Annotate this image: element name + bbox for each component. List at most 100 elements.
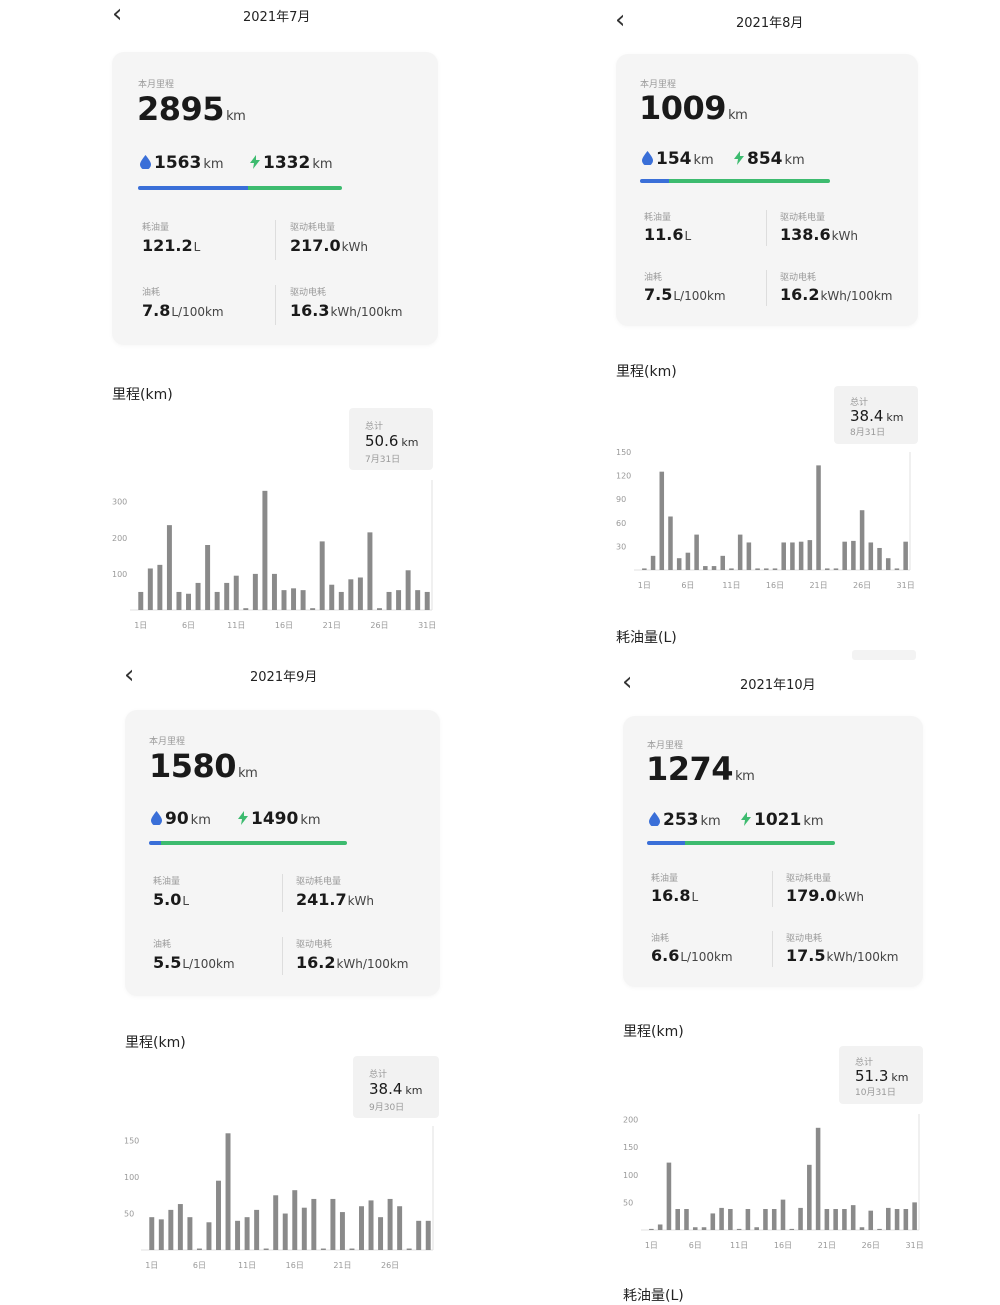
daily-mileage-bar [694,534,699,570]
electric-share-bar [668,179,830,183]
metric-divider [282,874,283,912]
total-value: 1580 [149,747,237,785]
water-drop-icon [151,811,162,825]
y-tick-label: 120 [616,472,631,481]
x-tick-label: 31日 [906,1241,924,1250]
daily-mileage-bar [719,1207,724,1230]
daily-mileage-bar [745,1209,751,1230]
y-tick-label: 60 [616,519,626,528]
back-chevron-icon[interactable]: ‹ [124,660,135,690]
electric-used: 241.7kWh [296,890,374,909]
lightning-bolt-icon [741,812,751,826]
monthly-mileage-total: 1009 km [639,89,748,127]
mileage-bar-chart[interactable]: 30 60 90 120 150 1日 6日 11日 16日 21日 26日 31日 [500,0,1000,652]
daily-mileage-bar [790,542,795,570]
electric-used-value: 179.0 [786,886,837,905]
daily-mileage-bar [657,1224,663,1230]
daily-mileage-bar [252,573,258,610]
daily-mileage-bar [262,490,268,610]
daily-mileage-bar [271,573,277,610]
daily-mileage-bar [168,1209,174,1250]
x-tick-label: 11日 [722,581,740,590]
daily-mileage-bar [187,1217,193,1250]
fuel-rate: 5.5L/100km [153,953,235,972]
fuel-mileage-unit: km [693,153,714,168]
daily-mileage-bar [349,1248,355,1250]
daily-mileage-bar [685,552,691,570]
daily-mileage-bar [206,1222,212,1250]
fuel-rate-label: 油耗 [644,273,663,283]
daily-mileage-bar [675,1209,680,1230]
total-value: 1009 [639,89,727,127]
electric-mileage: 854 km [734,149,805,169]
tooltip-date: 8月31日 [850,428,886,438]
x-tick-label: 16日 [286,1261,304,1270]
fuel-mileage-value: 1563 [154,153,202,173]
mileage-chart-title: 里程(km) [112,387,173,403]
daily-mileage-bar [859,510,865,570]
daily-mileage-bar [416,1220,422,1250]
tooltip-value: 38.4 km [369,1080,423,1098]
daily-mileage-bar [877,1228,882,1230]
x-tick-label: 31日 [418,621,436,630]
fuel-rate-unit: L/100km [171,305,224,319]
electric-used-unit: kWh [837,890,865,904]
daily-mileage-bar [659,471,665,570]
electric-rate-label: 驱动电耗 [780,273,817,283]
metric-divider [772,931,773,967]
tooltip-label: 总计 [850,398,869,408]
x-tick-label: 6日 [182,621,195,630]
daily-mileage-bar [205,545,211,610]
tooltip-value-unit: km [405,1084,423,1097]
tooltip-label: 总计 [855,1058,874,1068]
back-chevron-icon[interactable]: ‹ [112,0,123,29]
daily-mileage-bar [711,566,717,570]
tooltip-value-unit: km [891,1071,909,1084]
electric-rate-value: 16.3 [290,301,330,320]
daily-mileage-bar [824,568,830,570]
fuel-used-label: 耗油量 [153,877,181,887]
lightning-bolt-icon [238,811,248,825]
back-chevron-icon[interactable]: ‹ [615,5,626,35]
total-value: 2895 [137,90,225,128]
back-chevron-icon[interactable]: ‹ [622,667,633,697]
fuel-rate-unit: L/100km [182,957,235,971]
tooltip-value-unit: km [886,411,904,424]
electric-used: 217.0kWh [290,236,368,255]
electric-used-label: 驱动耗电量 [290,223,336,233]
fuel-used-unit: L [182,894,190,908]
electric-share-bar [684,841,835,845]
daily-mileage-bar [177,1204,183,1250]
daily-mileage-bar [764,568,769,570]
fuel-mileage-value: 90 [165,809,189,829]
y-tick-label: 200 [112,534,127,543]
electric-mileage: 1490 km [238,809,321,829]
daily-mileage-bar [676,558,682,570]
chart-tooltip: 总计 51.3 km 10月31日 [839,1046,923,1104]
fuel-rate: 7.8L/100km [142,301,224,320]
daily-mileage-bar [330,1198,336,1250]
mileage-bar-chart[interactable]: 50 100 150 200 1日 6日 11日 16日 21日 26日 31日 [500,652,1000,1304]
mileage-bar-chart[interactable]: 50 100 150 1日 6日 11日 16日 21日 26日 [0,652,500,1304]
x-tick-label: 6日 [193,1261,206,1270]
daily-mileage-bar [301,1207,307,1250]
water-drop-icon [140,155,151,169]
daily-mileage-bar [816,465,821,570]
daily-mileage-bar [868,1210,874,1230]
daily-mileage-bar [415,590,421,610]
daily-mileage-bar [176,591,182,610]
electric-used-label: 驱动耗电量 [786,874,832,884]
electric-used: 179.0kWh [786,886,864,905]
electric-mileage-unit: km [312,157,333,172]
electric-used: 138.6kWh [780,225,858,244]
fuel-used-value: 121.2 [142,236,193,255]
mileage-bar-chart[interactable]: 100 200 300 1日 6日 11日 16日 21日 26日 31日 [0,0,500,652]
daily-mileage-bar [424,591,430,610]
daily-mileage-bar [195,582,201,610]
fuel-mileage: 253 km [649,810,721,830]
daily-mileage-bar [214,591,220,610]
electric-rate: 16.2kWh/100km [296,953,409,972]
daily-mileage-bar [378,1217,384,1250]
daily-mileage-bar [755,568,760,570]
chart-tooltip: 总计 38.4 km 9月30日 [353,1056,439,1118]
